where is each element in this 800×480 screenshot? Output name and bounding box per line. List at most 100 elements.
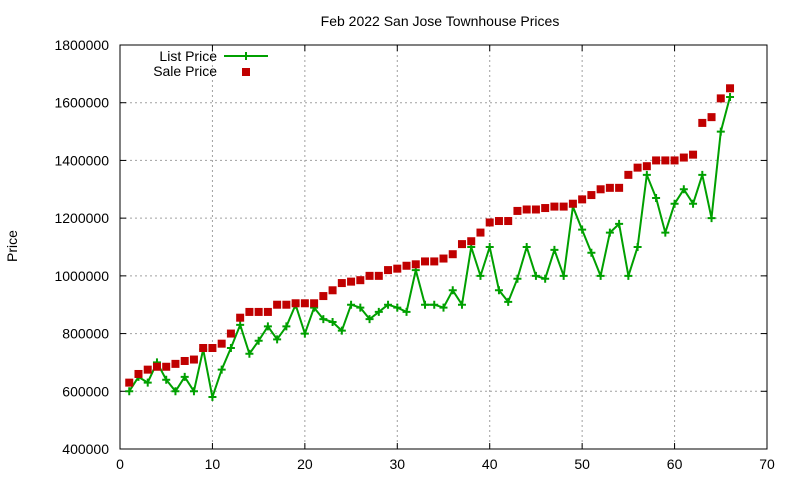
list-price-point [263,322,272,331]
x-tick-label: 50 [574,456,590,472]
sale-price-point [605,183,614,192]
series-layer [125,84,735,402]
sale-price-point [208,344,217,352]
sale-price-point [707,113,716,122]
list-price-point [624,271,633,280]
list-price-point [633,243,642,251]
sale-price-point [624,170,633,179]
sale-price-point [531,205,540,214]
list-price-point [707,214,716,223]
list-price-point [726,92,735,101]
sale-price-point [642,162,651,171]
y-tick-label: 400000 [62,441,109,457]
sale-price-point [716,94,725,103]
y-axis-label: Price [4,230,20,262]
list-price-point [605,228,614,237]
sale-price-point [679,153,688,162]
sale-price-point [652,156,661,165]
x-tick-label: 0 [116,456,124,472]
sale-price-point [402,261,411,270]
plot-frame [119,44,768,450]
list-price-point [347,300,356,309]
sale-price-point [670,156,679,165]
list-price-point [615,219,624,228]
sale-price-point [430,257,439,266]
sale-price-point [568,199,577,208]
series-list-price [125,92,735,402]
sale-price-point [254,307,263,316]
grid [120,45,767,449]
list-price-point [679,185,688,194]
legend-point-list-price [242,52,250,60]
list-price-point [698,170,707,179]
sale-price-point [457,240,466,249]
list-price-point [550,245,559,254]
list-price-point [476,271,485,280]
list-price-point [273,335,282,344]
sale-price-point [439,254,448,263]
x-tick-label: 40 [482,456,498,472]
legend-point-sale-price [242,68,250,76]
list-price-point [328,318,337,327]
sale-price-point [541,204,550,213]
sale-price-point [356,276,365,285]
sale-price-point [291,299,300,308]
sale-price-point [152,362,161,371]
sale-price-point [226,329,235,338]
list-price-point [670,199,679,208]
list-price-point [541,274,550,283]
sale-price-point [328,286,337,295]
x-tick-label: 20 [297,456,313,472]
list-price-point [457,300,466,309]
list-price-point [430,300,439,309]
sale-price-point [143,365,152,374]
sale-price-point [310,299,319,308]
sale-price-point [217,339,226,348]
list-price-point [125,387,134,396]
axis-ticks: 0 10 20 30 40 50 60 70 400000 600000 800000 1000000… [54,37,775,472]
list-price-point [189,387,198,396]
sale-price-point [393,264,402,273]
list-price-point [245,349,254,358]
sale-price-point [587,191,596,200]
sale-price-point [365,271,374,280]
y-tick-label: 1200000 [54,210,109,226]
list-price-point [254,336,263,345]
sale-price-point [273,300,282,309]
list-price-point [494,286,503,295]
list-price-point [689,199,698,208]
list-price-point [337,326,346,335]
sale-price-point [384,266,393,275]
list-price-point [162,375,171,384]
list-price-point [208,393,217,402]
list-price-point [356,303,365,312]
sale-price-point [467,237,476,246]
legend-label-list-price: List Price [159,48,217,64]
sale-price-point [162,362,171,371]
list-price-point [504,297,513,306]
sale-price-point [476,228,485,237]
y-tick-label: 800000 [62,326,109,342]
sale-price-point [494,217,503,226]
list-price-point [180,372,189,381]
sale-price-point [171,359,180,368]
list-price-point [282,322,291,331]
series-sale-price [125,84,735,387]
sale-price-point [689,150,698,159]
list-price-point [421,300,430,309]
sale-price-point [337,279,346,288]
sale-price-point [578,195,587,204]
sale-price-point [125,378,134,387]
sale-price-point [263,307,272,316]
sale-price-point [522,205,531,214]
list-price-point [596,271,605,280]
sale-price-point [421,257,430,266]
sale-price-point [504,217,513,226]
list-price-point [217,365,226,374]
list-price-point [522,243,531,251]
sale-price-point [319,292,328,301]
sale-price-point [236,313,245,322]
list-price-point [448,286,457,295]
sale-price-point [513,206,522,215]
sale-price-point [559,202,568,211]
